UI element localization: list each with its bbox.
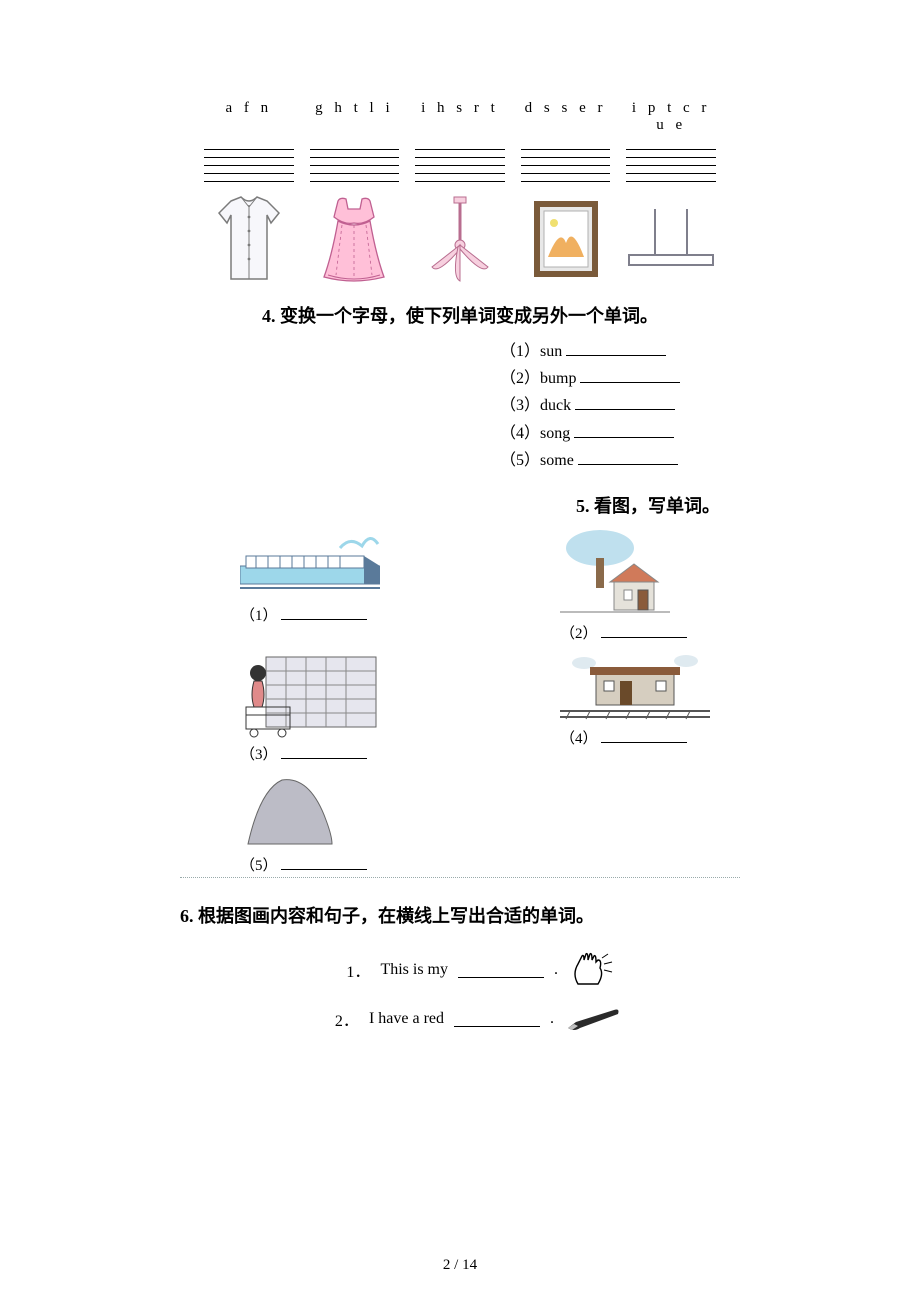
train-icon [240,528,380,600]
hand-icon [568,950,620,990]
q5-item-3: （3） [240,649,380,764]
q4-item-3: （3）duck [500,392,740,419]
q6-title: 6. 根据图画内容和句子，在横线上写出合适的单词。 [180,902,740,928]
q5-item-4: （4） [560,649,710,764]
q6-item-1: 1． This is my . [180,950,620,990]
q5-item-5: （5） [240,770,380,875]
q4-item-4: （4）song [500,420,740,447]
hill-icon [240,770,340,850]
picture-icon [517,194,615,284]
q4-item-2: （2）bump [500,365,740,392]
scramble-word-2: g h t l i [306,100,404,134]
writing-lines-2 [306,142,404,182]
lamp-icon [622,194,720,284]
station-icon [560,649,710,723]
scramble-word-4: d s s e r [517,100,615,134]
q4-title: 4. 变换一个字母，使下列单词变成另外一个单词。 [180,302,740,328]
q5-item-2: （2） [560,528,710,643]
supermarket-icon [240,649,380,739]
shirt-icon [200,194,298,284]
house-icon [560,528,670,618]
q5-item-1: （1） [240,528,380,643]
pen-icon [564,1006,620,1032]
writing-lines-3 [411,142,509,182]
q4-item-1: （1）sun [500,338,740,365]
fan-icon [411,194,509,284]
scramble-word-1: a f n [200,100,298,134]
writing-lines-5 [622,142,720,182]
divider [180,877,740,878]
dress-icon [306,194,404,284]
writing-lines-1 [200,142,298,182]
writing-lines-4 [517,142,615,182]
q4-item-5: （5）some [500,447,740,474]
q5-title: 5. 看图，写单词。 [180,492,740,518]
scramble-word-3: i h s r t [411,100,509,134]
scramble-word-5: i p t c r u e [622,100,720,134]
q6-item-2: 2． I have a red . [180,1006,620,1032]
page-footer: 2 / 14 [0,1257,920,1274]
